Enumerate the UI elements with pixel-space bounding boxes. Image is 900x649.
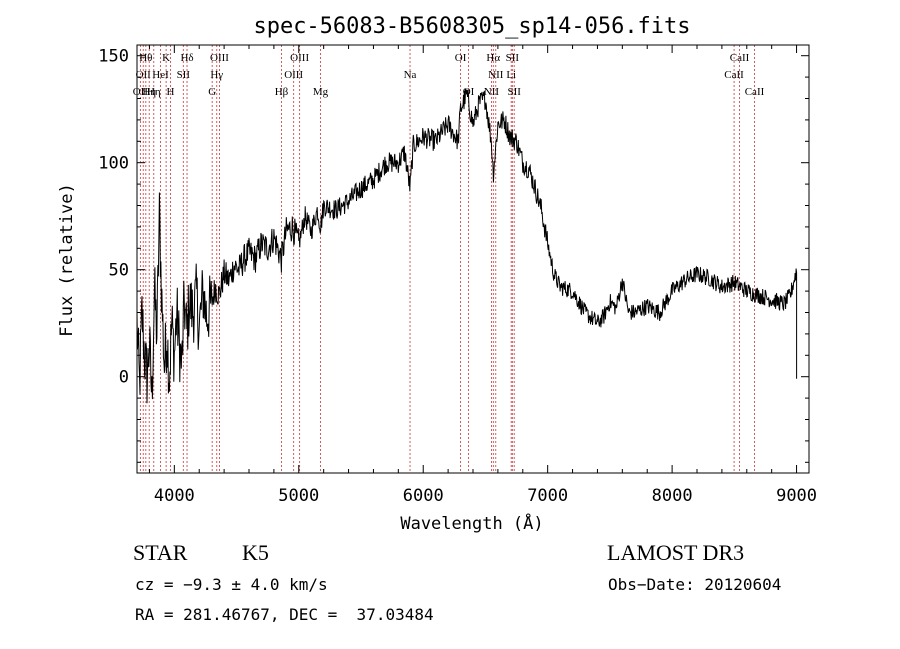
object-type: STAR	[133, 540, 188, 565]
spectral-line-label: CaII	[724, 69, 744, 81]
spectral-line-label: G	[208, 86, 216, 98]
spectral-line-label: Hβ	[275, 86, 289, 98]
spectral-line-label: SII	[506, 52, 520, 64]
spectral-line-label: OIII	[290, 52, 309, 64]
y-tick-label: 100	[98, 154, 129, 174]
x-tick-label: 5000	[278, 486, 319, 506]
spectral-line-label: CaII	[745, 86, 765, 98]
redshift-cz: cz = −9.3 ± 4.0 km/s	[135, 575, 328, 594]
spectral-line-label: OIII	[284, 69, 303, 81]
spectral-line-label: Hα	[486, 52, 500, 64]
spectral-line-label: NII	[488, 69, 504, 81]
y-axis-label: Flux (relative)	[57, 183, 77, 337]
spectral-line-label: Hη	[142, 86, 156, 98]
spectral-line-label: CaII	[730, 52, 750, 64]
spectral-line-label: OIII	[210, 52, 229, 64]
x-tick-label: 4000	[154, 486, 195, 506]
spectral-line-markers	[139, 45, 755, 473]
chart-title: spec-56083-B5608305_sp14-056.fits	[253, 14, 690, 39]
spectral-line-labels: OIIOIIHθHηHηHeIKHSIIHδGHγOIIIHβOIIIOIIIM…	[133, 52, 765, 98]
y-tick-label: 0	[119, 368, 129, 388]
spectral-line-label: HeI	[152, 69, 169, 81]
x-tick-label: 8000	[652, 486, 693, 506]
spectral-line-label: Hθ	[139, 52, 152, 64]
x-tick-label: 7000	[527, 486, 568, 506]
spectral-line-label: Na	[404, 69, 417, 81]
spectral-line-label: OII	[136, 69, 152, 81]
survey-name: LAMOST DR3	[607, 540, 744, 565]
x-axis-ticks: 4000 5000 6000 7000 8000 9000	[148, 45, 817, 506]
x-tick-label: 9000	[776, 486, 817, 506]
x-axis-label: Wavelength (Å)	[400, 512, 543, 534]
y-axis-ticks: 0 50 100 150	[98, 47, 809, 463]
spectral-line-label: NII	[484, 86, 500, 98]
y-tick-label: 150	[98, 47, 129, 67]
spectral-line-label: SII	[177, 69, 191, 81]
spectral-line-label: H	[166, 86, 174, 98]
spectral-line-label: K	[162, 52, 170, 64]
spectral-line-label: OI	[455, 52, 467, 64]
y-tick-label: 50	[109, 261, 129, 281]
spectral-line-label: SII	[507, 86, 521, 98]
coordinates: RA = 281.46767, DEC = 37.03484	[135, 605, 434, 624]
spectral-line-label: Hη	[147, 86, 161, 98]
spectral-line-label: Hδ	[180, 52, 193, 64]
plot-frame	[136, 44, 810, 474]
spectral-line-label: Mg	[313, 86, 329, 98]
observation-date: Obs−Date: 20120604	[608, 575, 781, 594]
spectral-line-label: Li	[506, 69, 516, 81]
spectrum-line	[136, 88, 798, 404]
x-tick-label: 6000	[403, 486, 444, 506]
spectral-subclass: K5	[242, 540, 269, 565]
spectral-line-label: Hγ	[210, 69, 223, 81]
